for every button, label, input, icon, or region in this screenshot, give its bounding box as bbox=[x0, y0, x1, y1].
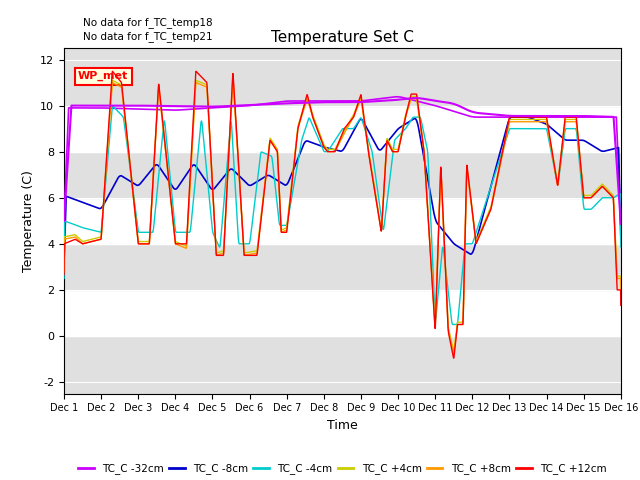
Y-axis label: Temperature (C): Temperature (C) bbox=[22, 170, 35, 272]
Bar bbox=[64, 152, 621, 198]
Text: No data for f_TC_temp18: No data for f_TC_temp18 bbox=[83, 17, 213, 28]
Bar bbox=[64, 336, 621, 394]
Legend: TC_C -32cm, TC_C -8cm, TC_C -4cm, TC_C +4cm, TC_C +8cm, TC_C +12cm: TC_C -32cm, TC_C -8cm, TC_C -4cm, TC_C +… bbox=[74, 459, 611, 478]
Text: No data for f_TC_temp21: No data for f_TC_temp21 bbox=[83, 31, 213, 42]
Bar bbox=[64, 48, 621, 106]
X-axis label: Time: Time bbox=[327, 419, 358, 432]
Bar bbox=[64, 290, 621, 336]
Bar bbox=[64, 198, 621, 244]
Bar bbox=[64, 244, 621, 290]
Text: WP_met: WP_met bbox=[78, 71, 128, 82]
Bar bbox=[64, 106, 621, 152]
Title: Temperature Set C: Temperature Set C bbox=[271, 30, 414, 46]
